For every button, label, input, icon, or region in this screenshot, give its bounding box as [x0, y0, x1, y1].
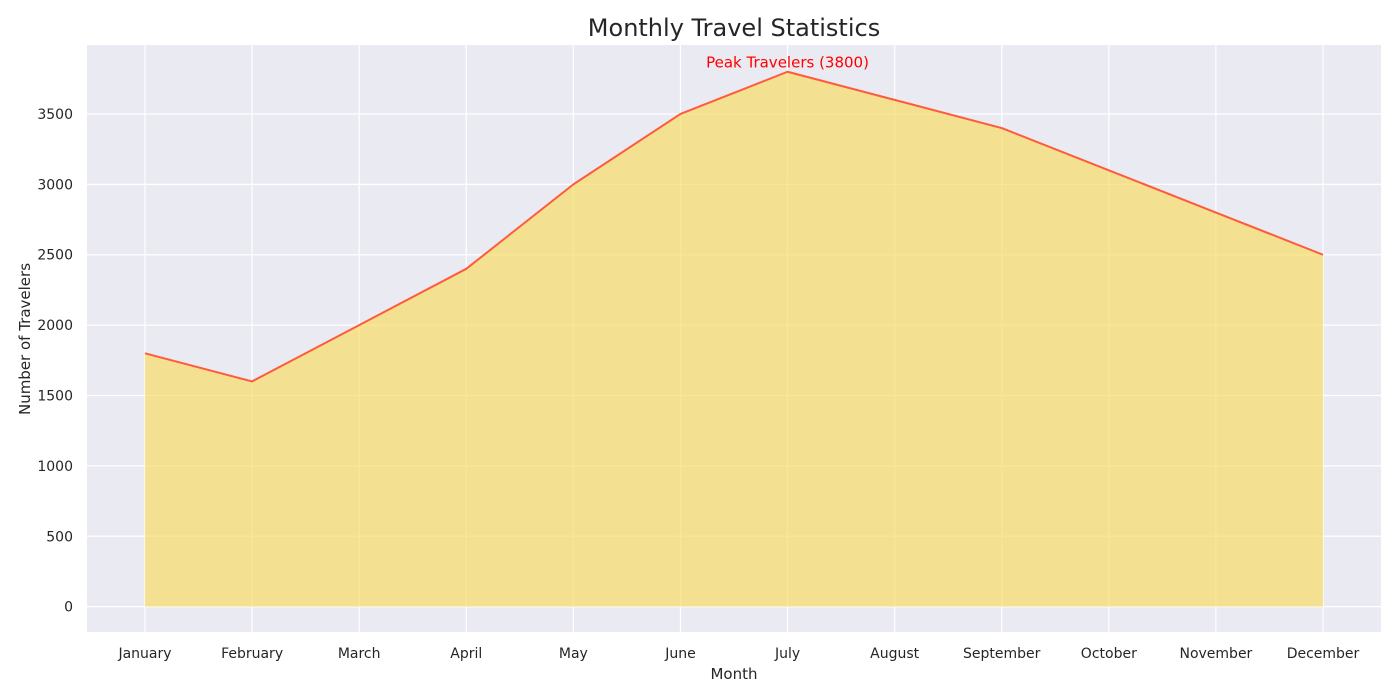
- x-axis-label: Month: [710, 665, 757, 683]
- y-tick-label: 1000: [37, 459, 73, 475]
- y-axis-label: Number of Travelers: [16, 263, 34, 415]
- y-tick-label: 500: [46, 529, 73, 545]
- y-tick-label: 1500: [37, 389, 73, 405]
- y-tick-label: 0: [64, 600, 73, 616]
- y-tick-label: 3000: [37, 177, 73, 193]
- x-tick-label: August: [870, 646, 920, 662]
- series-line: [144, 70, 1324, 383]
- x-tick-label: April: [450, 646, 482, 662]
- annotation-peak: Peak Travelers (3800): [706, 54, 869, 72]
- travelers-area: [145, 71, 1323, 607]
- x-tick-label: July: [774, 646, 800, 662]
- x-tick-label: December: [1287, 646, 1360, 662]
- x-tick-label: May: [559, 646, 588, 662]
- chart-title: Monthly Travel Statistics: [588, 14, 880, 42]
- x-tick-label: October: [1081, 646, 1137, 662]
- x-tick-label: June: [664, 646, 696, 662]
- x-tick-label: February: [221, 646, 283, 662]
- x-tick-label: March: [338, 646, 381, 662]
- x-tick-label: September: [963, 646, 1041, 662]
- x-tick-labels: January February March April May June July Augu…: [117, 646, 1359, 662]
- y-tick-label: 2500: [37, 248, 73, 264]
- y-tick-label: 2000: [37, 318, 73, 334]
- x-tick-label: January: [117, 646, 171, 662]
- x-tick-label: November: [1179, 646, 1252, 662]
- area-series-line: [144, 70, 1324, 383]
- y-tick-label: 3500: [37, 107, 73, 123]
- y-tick-labels: 0 500 1000 1500 2000 2500 3000 3500: [37, 107, 73, 616]
